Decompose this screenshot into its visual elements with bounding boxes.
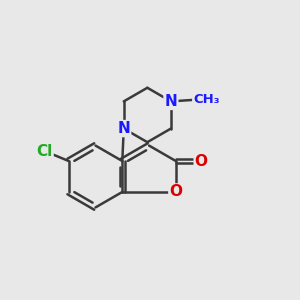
Text: N: N: [164, 94, 177, 109]
Text: O: O: [195, 154, 208, 169]
Text: O: O: [169, 184, 182, 200]
Text: CH₃: CH₃: [193, 93, 220, 106]
Text: Cl: Cl: [36, 143, 52, 158]
Text: N: N: [117, 121, 130, 136]
